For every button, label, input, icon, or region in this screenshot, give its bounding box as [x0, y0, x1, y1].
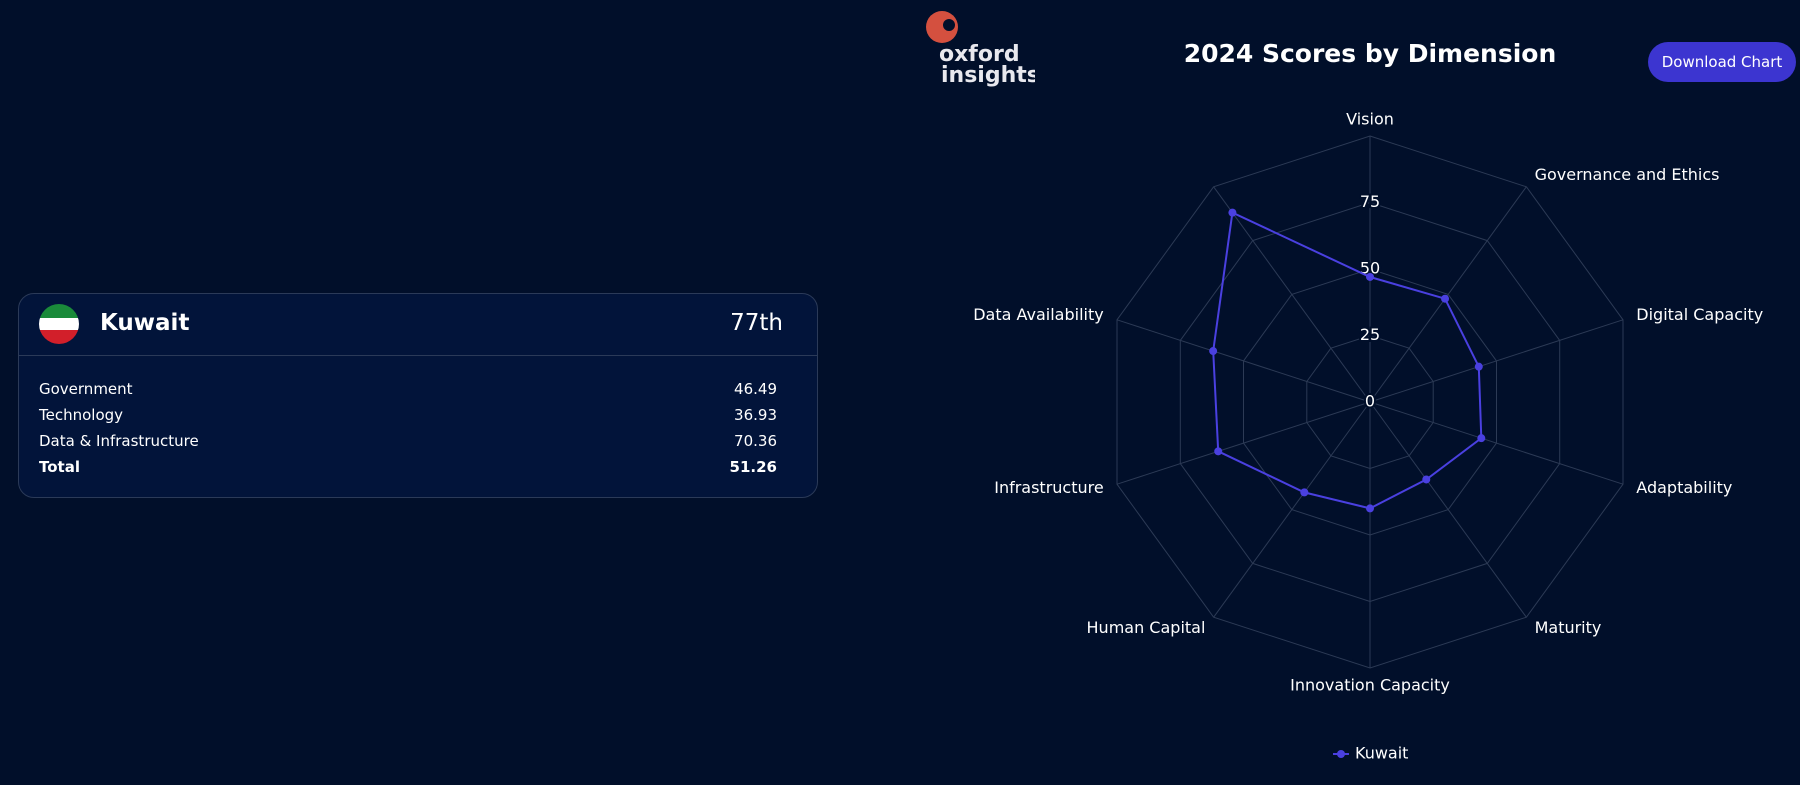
tick-label: 50 — [1360, 259, 1380, 278]
spoke — [1116, 401, 1371, 485]
score-row: Data & Infrastructure 70.36 — [39, 428, 777, 454]
rank: 77th — [730, 310, 783, 336]
spoke — [1213, 186, 1371, 403]
score-label: Total — [39, 458, 80, 476]
data-point — [1209, 347, 1218, 356]
score-value: 70.36 — [734, 432, 777, 450]
score-label: Technology — [39, 406, 124, 424]
score-value: 51.26 — [729, 458, 777, 476]
axis-label: Digital Capacity — [1636, 305, 1763, 324]
grid-ring — [1243, 268, 1497, 536]
data-point — [1366, 272, 1374, 281]
logo-line1: oxford — [939, 42, 1020, 67]
spoke — [1213, 401, 1371, 618]
country-card: Kuwait 77th Government 46.49 Technology 36.… — [18, 293, 818, 498]
spoke — [1369, 319, 1624, 403]
score-label: Government — [39, 380, 133, 398]
data-point — [1300, 488, 1309, 497]
tick-label: 25 — [1360, 325, 1380, 344]
tick-label: 0 — [1365, 392, 1375, 411]
tick-label: 75 — [1360, 192, 1380, 211]
data-point — [1441, 294, 1450, 303]
axis-label: Data Availability — [973, 305, 1104, 324]
data-point — [1366, 504, 1374, 513]
axis-label: Infrastructure — [994, 478, 1103, 497]
grid-ring — [1116, 135, 1624, 669]
data-point — [1214, 447, 1223, 456]
data-point — [1477, 434, 1486, 443]
card-header: Kuwait 77th — [19, 294, 817, 356]
axis-label: Adaptability — [1636, 478, 1732, 497]
score-row: Total 51.26 — [39, 454, 777, 480]
data-point — [1422, 475, 1431, 484]
score-value: 36.93 — [734, 406, 777, 424]
download-button[interactable]: Download Chart — [1648, 42, 1796, 82]
logo-mark: oxford insights — [926, 11, 1040, 88]
logo-line2: insights — [941, 63, 1035, 88]
spoke — [1369, 401, 1624, 485]
axis-label: Maturity — [1535, 618, 1602, 637]
chart-title: 2024 Scores by Dimension — [1184, 39, 1557, 68]
axis-label: Governance and Ethics — [1535, 165, 1720, 184]
axis-label: Human Capital — [1087, 618, 1206, 637]
spoke — [1369, 401, 1527, 618]
data-point — [1474, 362, 1483, 371]
series-line — [1212, 211, 1483, 510]
axis-label: Innovation Capacity — [1290, 676, 1450, 695]
legend-marker — [1337, 750, 1345, 758]
legend-label: Kuwait — [1355, 744, 1408, 763]
logo: oxford insights — [925, 10, 1040, 94]
score-rows: Government 46.49 Technology 36.93 Data & Inf… — [39, 376, 777, 480]
grid-ring — [1306, 334, 1434, 470]
spoke — [1369, 186, 1527, 403]
flag — [39, 304, 79, 344]
score-row: Technology 36.93 — [39, 402, 777, 428]
axis-label: Vision — [1346, 110, 1394, 129]
grid-ring — [1179, 201, 1561, 603]
country-name: Kuwait — [100, 310, 190, 336]
data-point — [1228, 208, 1237, 217]
spoke — [1116, 319, 1371, 403]
score-value: 46.49 — [734, 380, 777, 398]
score-label: Data & Infrastructure — [39, 432, 199, 450]
score-row: Government 46.49 — [39, 376, 777, 402]
